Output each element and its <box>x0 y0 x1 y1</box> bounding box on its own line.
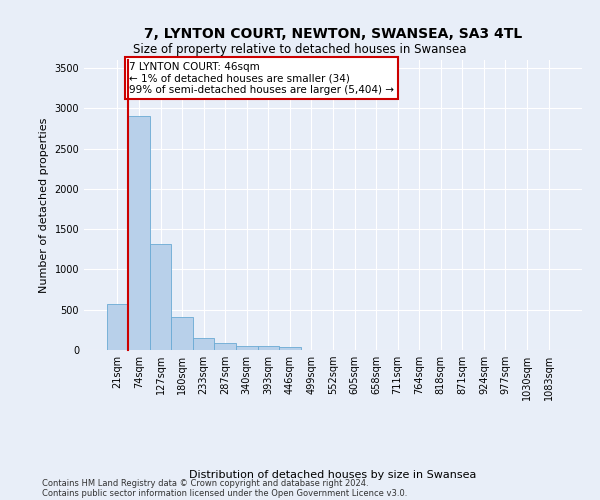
Text: 7 LYNTON COURT: 46sqm
← 1% of detached houses are smaller (34)
99% of semi-detac: 7 LYNTON COURT: 46sqm ← 1% of detached h… <box>129 62 394 95</box>
Text: Size of property relative to detached houses in Swansea: Size of property relative to detached ho… <box>133 42 467 56</box>
X-axis label: Distribution of detached houses by size in Swansea: Distribution of detached houses by size … <box>190 470 476 480</box>
Text: Contains HM Land Registry data © Crown copyright and database right 2024.: Contains HM Land Registry data © Crown c… <box>42 478 368 488</box>
Bar <box>279 346 301 350</box>
Bar <box>214 343 236 350</box>
Bar <box>128 116 150 350</box>
Bar <box>107 304 128 350</box>
Bar <box>150 244 172 350</box>
Bar <box>257 346 279 350</box>
Y-axis label: Number of detached properties: Number of detached properties <box>39 118 49 292</box>
Bar <box>193 338 214 350</box>
Bar <box>172 316 193 350</box>
Title: 7, LYNTON COURT, NEWTON, SWANSEA, SA3 4TL: 7, LYNTON COURT, NEWTON, SWANSEA, SA3 4T… <box>144 27 522 41</box>
Text: Contains public sector information licensed under the Open Government Licence v3: Contains public sector information licen… <box>42 488 407 498</box>
Bar <box>236 346 257 350</box>
